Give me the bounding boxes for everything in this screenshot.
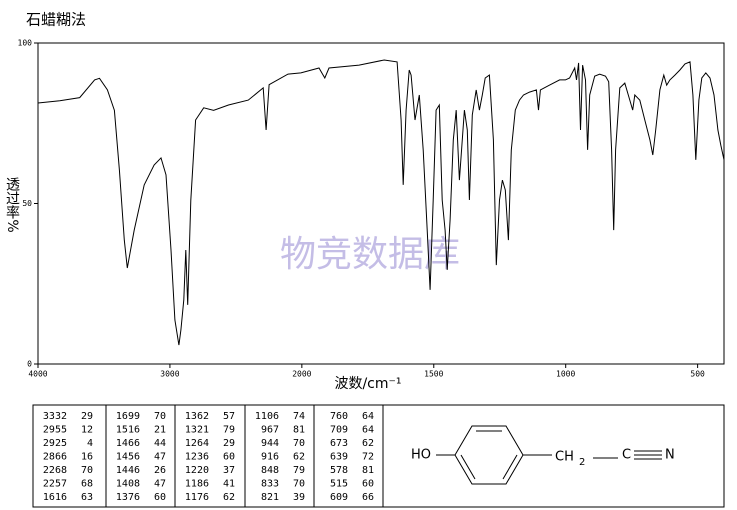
chart-title: 石蜡糊法	[26, 11, 86, 29]
peak-wavenumber: 609	[330, 492, 348, 503]
peak-wavenumber: 1106	[255, 411, 279, 422]
watermark: 物竞数据库	[280, 234, 460, 275]
peak-transmittance: 4	[87, 438, 93, 449]
peak-wavenumber: 578	[330, 465, 348, 476]
peak-wavenumber: 967	[261, 425, 279, 436]
peak-wavenumber: 1516	[116, 425, 140, 436]
peak-transmittance: 62	[223, 492, 235, 503]
peak-transmittance: 60	[154, 492, 166, 503]
peak-wavenumber: 673	[330, 438, 348, 449]
peak-transmittance: 64	[362, 425, 374, 436]
peak-transmittance: 68	[81, 479, 93, 490]
peak-wavenumber: 1616	[43, 492, 67, 503]
peak-wavenumber: 2257	[43, 479, 67, 490]
peak-wavenumber: 1236	[185, 452, 209, 463]
peak-wavenumber: 944	[261, 438, 279, 449]
peak-transmittance: 62	[293, 452, 305, 463]
peak-wavenumber: 2925	[43, 438, 67, 449]
peak-wavenumber: 1376	[116, 492, 140, 503]
peak-transmittance: 41	[223, 479, 235, 490]
peak-transmittance: 70	[154, 411, 166, 422]
peak-wavenumber: 2955	[43, 425, 67, 436]
nitrogen-label: N	[665, 448, 675, 463]
peak-transmittance: 66	[362, 492, 374, 503]
methylene-label: CH	[555, 450, 574, 465]
y-tick-label: 100	[18, 39, 33, 48]
peak-wavenumber: 1699	[116, 411, 140, 422]
peak-wavenumber: 1456	[116, 452, 140, 463]
x-tick-label: 1000	[556, 370, 575, 379]
peak-wavenumber: 2268	[43, 465, 67, 476]
peak-transmittance: 57	[223, 411, 235, 422]
peak-transmittance: 63	[81, 492, 93, 503]
peak-wavenumber: 515	[330, 479, 348, 490]
peak-wavenumber: 1264	[185, 438, 209, 449]
structure-bonds	[436, 425, 662, 485]
plot-frame	[37, 42, 725, 365]
peak-wavenumber: 821	[261, 492, 279, 503]
y-tick-label: 50	[22, 199, 32, 208]
peak-transmittance: 12	[81, 425, 93, 436]
y-axis-label: 透过率%	[4, 177, 20, 232]
y-tick-label: 0	[27, 360, 32, 369]
peak-wavenumber: 1408	[116, 479, 140, 490]
peak-transmittance: 79	[293, 465, 305, 476]
peak-transmittance: 79	[223, 425, 235, 436]
table-frame	[32, 404, 725, 508]
peak-transmittance: 64	[362, 411, 374, 422]
peak-transmittance: 16	[81, 452, 93, 463]
peak-wavenumber: 848	[261, 465, 279, 476]
table-dividers	[105, 405, 384, 507]
peak-wavenumber: 709	[330, 425, 348, 436]
peak-transmittance: 47	[154, 479, 166, 490]
peak-wavenumber: 1176	[185, 492, 209, 503]
x-tick-label: 500	[690, 370, 705, 379]
x-tick-label: 1500	[424, 370, 443, 379]
x-tick-label: 2000	[292, 370, 311, 379]
peak-transmittance: 47	[154, 452, 166, 463]
peak-wavenumber: 833	[261, 479, 279, 490]
peak-transmittance: 70	[293, 438, 305, 449]
peak-transmittance: 60	[362, 479, 374, 490]
x-tick-label: 3000	[160, 370, 179, 379]
peak-transmittance: 21	[154, 425, 166, 436]
peak-transmittance: 29	[223, 438, 235, 449]
peak-wavenumber: 1186	[185, 479, 209, 490]
peak-transmittance: 39	[293, 492, 305, 503]
spectrum-line	[37, 59, 725, 346]
peak-transmittance: 26	[154, 465, 166, 476]
x-axis-label: 波数/cm⁻¹	[334, 376, 401, 392]
peak-transmittance: 70	[293, 479, 305, 490]
peak-transmittance: 60	[223, 452, 235, 463]
peak-transmittance: 72	[362, 452, 374, 463]
peak-wavenumber: 1466	[116, 438, 140, 449]
peak-transmittance: 74	[293, 411, 305, 422]
peak-wavenumber: 3332	[43, 411, 67, 422]
x-tick-label: 4000	[28, 370, 47, 379]
peak-wavenumber: 916	[261, 452, 279, 463]
peak-transmittance: 29	[81, 411, 93, 422]
carbon-label: C	[622, 448, 631, 463]
peak-transmittance: 37	[223, 465, 235, 476]
peak-wavenumber: 1321	[185, 425, 209, 436]
peak-wavenumber: 2866	[43, 452, 67, 463]
subscript-label: 2	[579, 457, 585, 468]
peak-wavenumber: 1220	[185, 465, 209, 476]
peak-transmittance: 70	[81, 465, 93, 476]
peak-wavenumber: 1446	[116, 465, 140, 476]
peak-wavenumber: 1362	[185, 411, 209, 422]
peak-transmittance: 81	[362, 465, 374, 476]
peak-wavenumber: 760	[330, 411, 348, 422]
peak-wavenumber: 639	[330, 452, 348, 463]
hydroxyl-label: HO	[411, 448, 431, 463]
peak-transmittance: 44	[154, 438, 166, 449]
peak-transmittance: 81	[293, 425, 305, 436]
peak-transmittance: 62	[362, 438, 374, 449]
